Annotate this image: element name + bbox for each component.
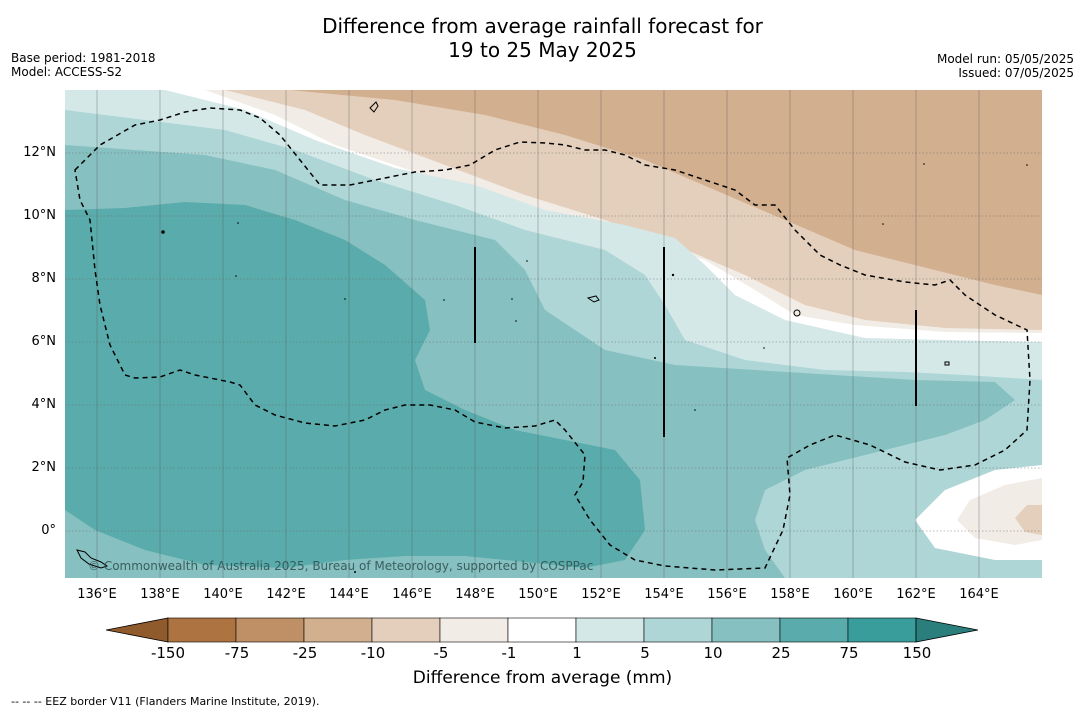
meta-left: Base period: 1981-2018 Model: ACCESS-S2: [11, 51, 156, 79]
colorbar-label: Difference from average (mm): [412, 668, 673, 688]
colorbar-extend-low: [106, 617, 169, 643]
colorbar-segment: [167, 617, 237, 643]
colorbar-extend-high: [915, 617, 978, 643]
lat-label-8N: 8°N: [31, 271, 57, 286]
copyright-notice: © Commonwealth of Australia 2025, Bureau…: [88, 559, 594, 573]
colorbar-tick: 75: [839, 644, 859, 662]
lon-label-148E: 148°E: [455, 587, 495, 602]
issued-text: Issued: 07/05/2025: [958, 66, 1074, 80]
vertical-markers: [474, 247, 917, 437]
lat-label-4N: 4°N: [31, 397, 57, 412]
eez-footnote: -- -- -- EEZ border V11 (Flanders Marine…: [11, 695, 320, 708]
colorbar-tick: -150: [150, 644, 186, 662]
map-title-line2: 19 to 25 May 2025: [448, 38, 637, 62]
lon-label-158E: 158°E: [770, 587, 810, 602]
colorbar-segment: [235, 617, 305, 643]
colorbar-tick: 25: [771, 644, 791, 662]
lon-label-138E: 138°E: [140, 587, 180, 602]
colorbar-tick: -25: [292, 644, 318, 662]
lon-label-144E: 144°E: [329, 587, 369, 602]
colorbar-segment: [439, 617, 509, 643]
lon-label-146E: 146°E: [392, 587, 432, 602]
lon-label-142E: 142°E: [266, 587, 306, 602]
meridians: [96, 90, 980, 578]
contour-wet-very-strong: [65, 202, 645, 568]
colorbar-tick: -75: [224, 644, 250, 662]
lon-label-154E: 154°E: [644, 587, 684, 602]
colorbar-tick: -1: [501, 644, 517, 662]
model-text: Model: ACCESS-S2: [11, 65, 123, 79]
colorbar-segment: [371, 617, 441, 643]
lon-label-164E: 164°E: [959, 587, 999, 602]
eez-border: [74, 107, 1031, 571]
base-period-text: Base period: 1981-2018: [11, 51, 156, 65]
lat-label-10N: 10°N: [23, 208, 56, 223]
rainfall-anomaly-map: [65, 90, 1042, 578]
island-dots: [161, 163, 1028, 573]
colorbar-segment: [847, 617, 917, 643]
lon-label-162E: 162°E: [896, 587, 936, 602]
colorbar-tick: 5: [640, 644, 650, 662]
contour-dry-strong: [290, 90, 1042, 295]
colorbar-segments: [167, 617, 917, 643]
colorbar-segment: [643, 617, 713, 643]
islands: [76, 101, 950, 569]
colorbar-tick: 150: [902, 644, 932, 662]
meta-right: Model run: 05/05/2025 Issued: 07/05/2025: [937, 52, 1074, 80]
lat-label-6N: 6°N: [31, 334, 57, 349]
colorbar-segment: [711, 617, 781, 643]
lon-label-160E: 160°E: [833, 587, 873, 602]
colorbar-tick: 1: [572, 644, 582, 662]
colorbar-segment: [575, 617, 645, 643]
colorbar-segment: [507, 617, 577, 643]
contour-dry-patch-core: [1015, 505, 1042, 535]
contour-dry-patch-inner: [957, 478, 1042, 545]
colorbar-tick: -10: [360, 644, 386, 662]
lon-label-150E: 150°E: [518, 587, 558, 602]
colorbar-segment: [779, 617, 849, 643]
colorbar-segment: [303, 617, 373, 643]
lon-label-136E: 136°E: [77, 587, 117, 602]
lat-label-2N: 2°N: [31, 460, 57, 475]
colorbar-tick: -5: [433, 644, 449, 662]
lat-label-0: 0°: [41, 523, 56, 538]
lat-label-12N: 12°N: [23, 145, 56, 160]
model-run-text: Model run: 05/05/2025: [936, 52, 1074, 66]
map-title-line1: Difference from average rainfall forecas…: [322, 14, 763, 38]
lon-label-152E: 152°E: [581, 587, 621, 602]
lon-label-156E: 156°E: [707, 587, 747, 602]
lon-label-140E: 140°E: [203, 587, 243, 602]
colorbar-tick: 10: [703, 644, 723, 662]
colorbar: [106, 617, 978, 643]
